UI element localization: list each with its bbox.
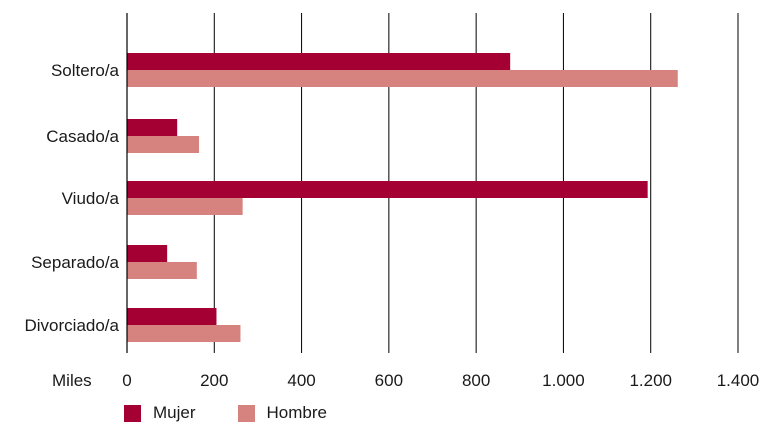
- x-tick-label-1400: 1.400: [717, 371, 760, 390]
- legend: Mujer Hombre: [124, 403, 369, 423]
- bar-mujer-soltero-a: [127, 53, 511, 70]
- bar-mujer-divorciado-a: [127, 308, 217, 325]
- bar-hombre-viudo-a: [127, 198, 243, 215]
- bar-hombre-separado-a: [127, 262, 197, 279]
- bar-mujer-casado-a: [127, 119, 178, 136]
- category-label-divorciado-a: Divorciado/a: [25, 316, 120, 335]
- x-tick-label-400: 400: [287, 371, 315, 390]
- legend-label-mujer: Mujer: [153, 403, 196, 422]
- x-tick-label-1200: 1.200: [629, 371, 672, 390]
- x-tick-label-800: 800: [462, 371, 490, 390]
- bar-mujer-viudo-a: [127, 181, 648, 198]
- x-tick-labels: 0 200 400 600 800 1.000 1.200 1.400: [122, 371, 759, 390]
- category-label-soltero-a: Soltero/a: [51, 61, 120, 80]
- bar-hombre-divorciado-a: [127, 325, 241, 342]
- x-tick-label-1000: 1.000: [542, 371, 585, 390]
- legend-label-hombre: Hombre: [266, 403, 327, 422]
- bar-hombre-casado-a: [127, 136, 200, 153]
- legend-swatch-mujer: [124, 404, 141, 422]
- x-tick-label-0: 0: [122, 371, 131, 390]
- category-labels: Soltero/a Casado/a Viudo/a Separado/a Divorc…: [25, 61, 120, 335]
- legend-swatch-hombre: [237, 404, 255, 422]
- legend-item-hombre: Hombre: [237, 403, 327, 423]
- x-tick-label-200: 200: [200, 371, 228, 390]
- category-label-separado-a: Separado/a: [31, 253, 119, 272]
- legend-item-mujer: Mujer: [124, 403, 196, 423]
- category-label-viudo-a: Viudo/a: [62, 189, 120, 208]
- bars: [127, 53, 678, 342]
- x-axis-label: Miles: [52, 371, 92, 390]
- bar-mujer-separado-a: [127, 245, 168, 262]
- bar-hombre-soltero-a: [127, 70, 678, 87]
- x-tick-label-600: 600: [375, 371, 403, 390]
- category-label-casado-a: Casado/a: [46, 127, 119, 146]
